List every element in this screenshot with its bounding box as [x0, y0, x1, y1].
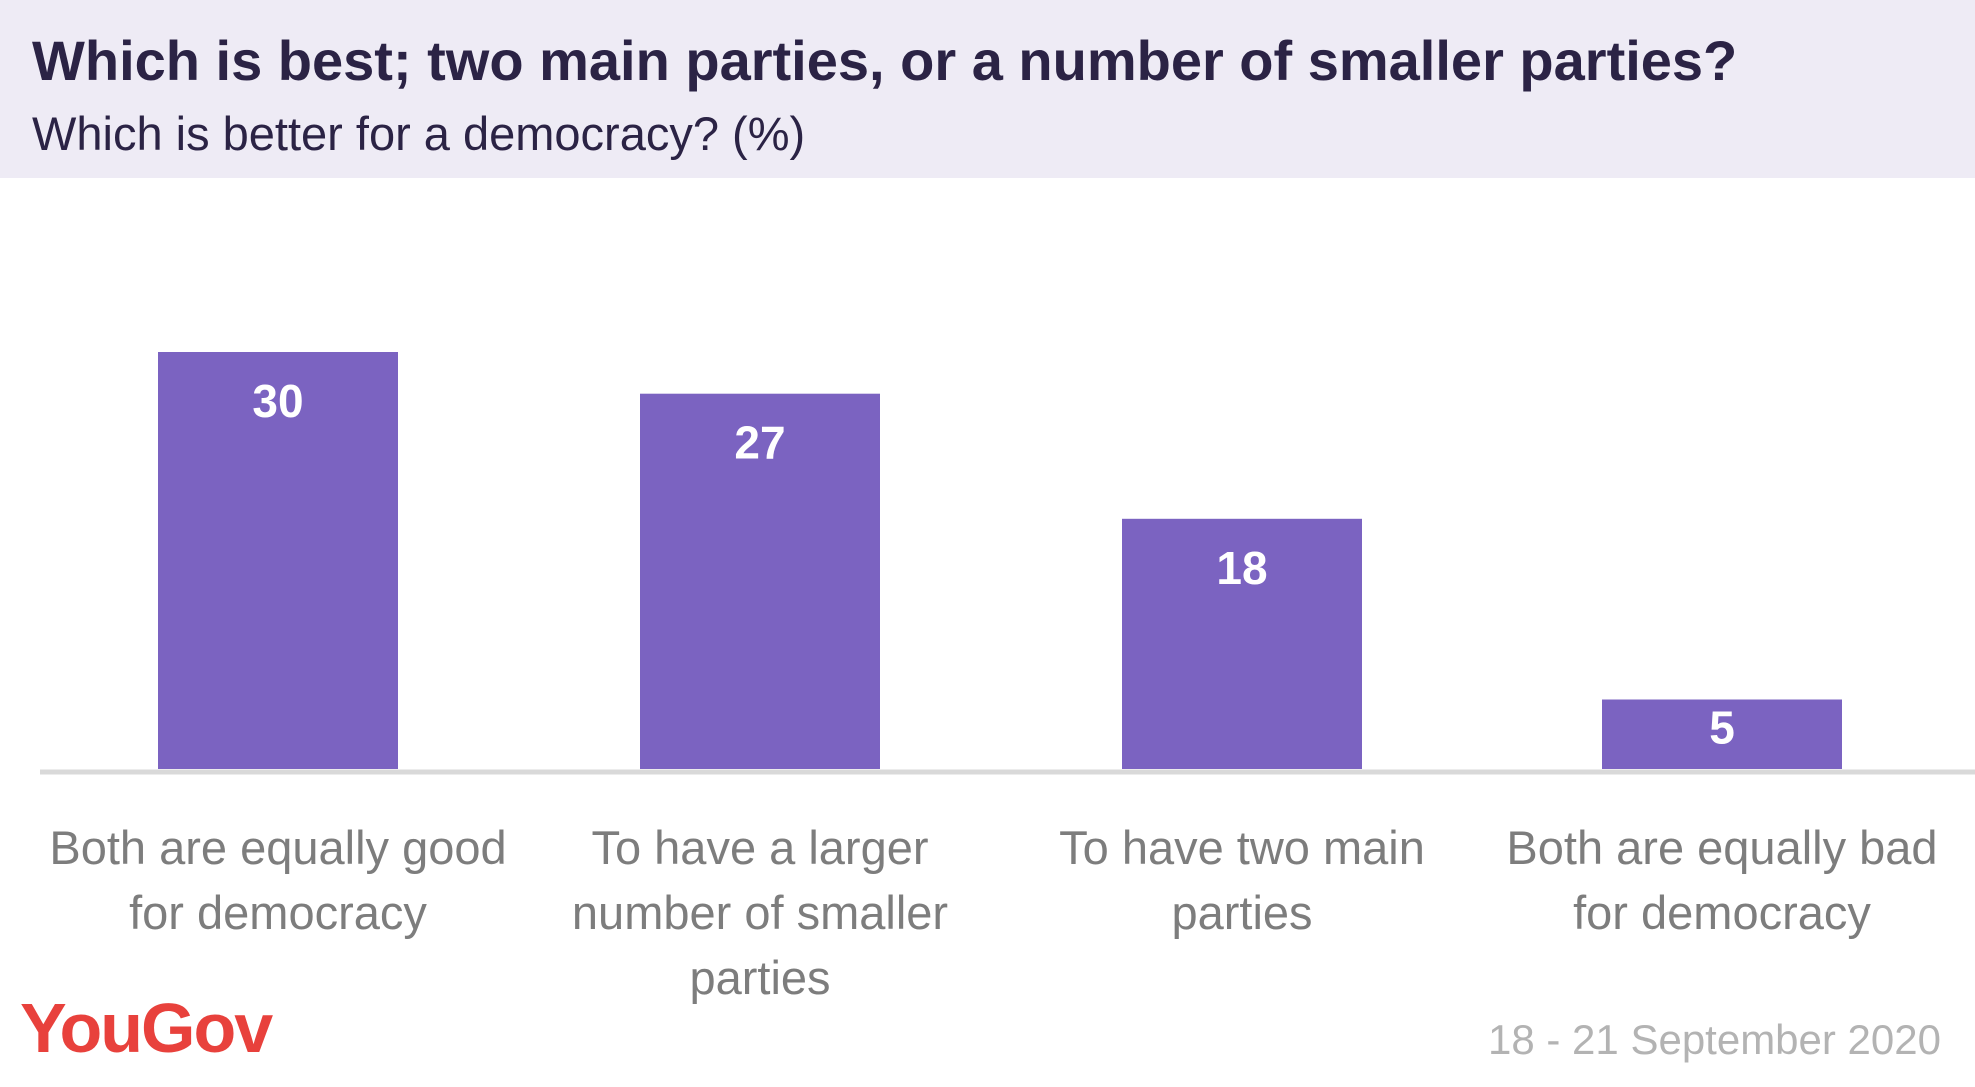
category-label-2: To have a larger number of smaller parti…	[571, 821, 949, 1004]
bar-chart: 30 27 18 5	[40, 352, 1975, 775]
category-label-4: Both are equally bad for democracy	[1506, 821, 1938, 939]
bar-1	[158, 352, 398, 769]
category-label-3: To have two main parties	[1059, 821, 1425, 939]
yougov-logo: YouGov	[20, 989, 273, 1067]
chart-header: Which is best; two main parties, or a nu…	[0, 0, 1975, 178]
bar-value-label-2: 27	[734, 417, 785, 469]
bar-4	[1602, 699, 1842, 769]
bar-value-label-3: 18	[1216, 542, 1267, 594]
chart-title: Which is best; two main parties, or a nu…	[32, 29, 1738, 92]
bar-2	[640, 393, 880, 769]
bar-3	[1122, 518, 1362, 769]
bar-value-label-4: 5	[1709, 702, 1735, 754]
bar-value-label-1: 30	[252, 375, 303, 427]
fieldwork-date: 18 - 21 September 2020	[1488, 1016, 1941, 1063]
chart-subtitle: Which is better for a democracy? (%)	[32, 107, 806, 160]
category-label-1: Both are equally good for democracy	[49, 821, 507, 939]
